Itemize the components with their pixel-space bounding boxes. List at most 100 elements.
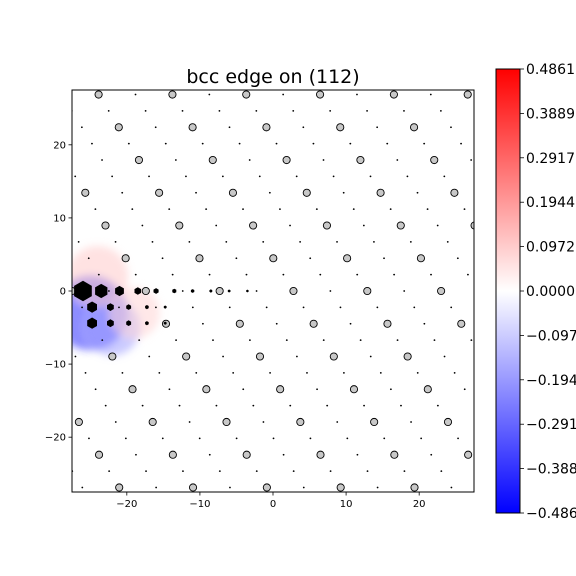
atom-marker <box>175 221 184 230</box>
atom-marker <box>349 142 352 145</box>
atom-marker <box>114 421 117 423</box>
atom-marker <box>74 417 83 427</box>
colorbar-tick-label: 0.4861 <box>526 62 575 78</box>
atom-marker <box>134 93 137 96</box>
colorbar-tick-label: −0.4861 <box>526 506 576 522</box>
atom-marker <box>463 90 472 99</box>
atom-marker <box>463 388 466 391</box>
atom-marker <box>302 306 305 309</box>
displacement-marker <box>107 319 114 328</box>
displacement-marker <box>209 289 213 293</box>
atom-marker <box>430 273 432 276</box>
colorbar-tick-label: 0.3889 <box>526 106 575 122</box>
atom-marker <box>453 371 456 374</box>
atom-marker <box>426 208 429 211</box>
atom-marker <box>302 486 305 489</box>
atom-marker <box>104 404 107 407</box>
atom-marker <box>138 339 141 342</box>
atom-marker <box>262 123 271 132</box>
atom-marker <box>88 437 90 440</box>
atom-marker <box>299 240 302 243</box>
atom-marker <box>135 453 137 456</box>
atom-marker <box>403 290 406 292</box>
atom-marker <box>356 453 359 456</box>
atom-marker <box>141 286 150 296</box>
atom-marker <box>94 208 97 211</box>
atom-marker <box>81 188 90 197</box>
atom-marker <box>262 483 271 492</box>
atom-marker <box>467 273 469 276</box>
atom-marker <box>400 404 402 407</box>
atom-marker <box>68 225 70 227</box>
atom-marker <box>282 273 285 276</box>
atom-marker <box>389 388 392 391</box>
atom-marker <box>107 110 110 112</box>
y-tick-label: −10 <box>45 360 66 371</box>
displacement-marker <box>227 289 231 293</box>
atom-marker <box>396 339 399 342</box>
atom-marker <box>336 123 345 132</box>
atom-marker <box>80 126 83 129</box>
atom-marker <box>282 155 291 165</box>
atom-marker <box>292 470 295 472</box>
atom-marker <box>322 159 325 161</box>
atom-marker <box>403 470 406 472</box>
atom-marker <box>326 404 329 407</box>
atom-marker <box>121 191 124 194</box>
atom-marker <box>188 123 197 132</box>
atom-marker <box>225 240 228 243</box>
atom-marker <box>403 352 412 361</box>
x-tick-label: 20 <box>413 499 426 510</box>
atom-marker <box>84 371 87 374</box>
atom-marker <box>218 110 221 112</box>
y-tick-label: 20 <box>53 140 66 151</box>
atom-marker <box>396 221 405 230</box>
atom-marker <box>134 273 137 276</box>
colorbar-tick-label: −0.2917 <box>526 417 576 433</box>
colorbar-tick-label: −0.3889 <box>526 462 576 478</box>
colorbar-tick-label: 0.0972 <box>526 240 575 256</box>
atom-marker <box>309 319 318 328</box>
atom-marker <box>352 208 355 211</box>
atom-marker <box>282 93 285 96</box>
atom-marker <box>202 385 211 394</box>
atom-marker <box>208 273 211 276</box>
atom-marker <box>222 355 224 358</box>
atom-marker <box>121 254 130 263</box>
colorbar-tick-label: 0.1944 <box>526 195 575 211</box>
atom-marker <box>242 208 244 211</box>
atom-marker <box>195 191 197 194</box>
displacement-marker <box>107 303 114 311</box>
atom-marker <box>215 286 224 296</box>
atom-marker <box>108 290 110 292</box>
atom-marker <box>262 240 265 243</box>
displacement-marker <box>163 305 167 309</box>
atom-marker <box>235 437 238 440</box>
atom-marker <box>255 352 265 361</box>
atom-marker <box>409 240 412 243</box>
atom-marker <box>289 286 298 296</box>
atom-marker <box>423 385 432 394</box>
displacement-marker <box>134 287 142 295</box>
atom-marker <box>276 385 285 394</box>
atom-marker <box>309 257 312 260</box>
y-tick-label: −20 <box>45 433 66 444</box>
atom-marker <box>248 159 251 161</box>
atom-marker <box>272 437 275 440</box>
colorbar-tick-label: 0.0000 <box>526 284 575 300</box>
atom-marker <box>242 388 245 391</box>
atom-marker <box>282 453 285 456</box>
atom-marker <box>265 306 268 309</box>
atom-marker <box>370 417 379 427</box>
atom-marker <box>115 483 124 492</box>
atom-marker <box>188 421 191 423</box>
atom-marker <box>470 339 473 342</box>
atom-marker <box>158 371 161 374</box>
atom-marker <box>202 322 204 325</box>
atom-marker <box>195 371 198 374</box>
atom-marker <box>289 404 292 407</box>
atom-marker <box>383 319 392 328</box>
atom-marker <box>296 355 298 358</box>
atom-marker <box>161 437 164 440</box>
